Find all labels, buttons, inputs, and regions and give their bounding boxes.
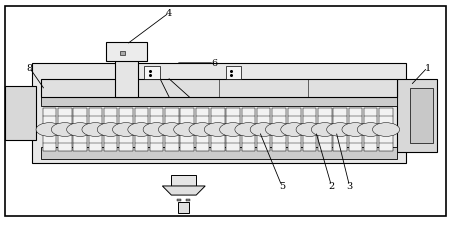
Bar: [41, 148, 397, 159]
Bar: [41, 95, 397, 107]
Bar: [120, 52, 125, 56]
Bar: [333, 109, 347, 151]
Bar: [211, 109, 225, 151]
Bar: [171, 175, 196, 186]
Text: 2: 2: [328, 182, 335, 191]
Bar: [165, 109, 179, 151]
Circle shape: [311, 123, 338, 137]
Circle shape: [112, 123, 139, 137]
Bar: [104, 109, 117, 151]
Circle shape: [51, 123, 78, 137]
Circle shape: [204, 123, 231, 137]
Bar: [379, 109, 393, 151]
Bar: [288, 109, 301, 151]
Circle shape: [128, 123, 155, 137]
Bar: [41, 79, 397, 98]
Bar: [226, 67, 241, 79]
Text: 3: 3: [346, 182, 353, 191]
Bar: [89, 109, 102, 151]
Circle shape: [373, 123, 400, 137]
Bar: [134, 109, 148, 151]
Bar: [177, 199, 181, 201]
Circle shape: [97, 123, 124, 137]
Polygon shape: [162, 186, 205, 195]
Bar: [144, 67, 160, 79]
Circle shape: [250, 123, 277, 137]
Bar: [318, 109, 331, 151]
Bar: [364, 109, 377, 151]
Text: 6: 6: [211, 59, 217, 68]
Circle shape: [158, 123, 185, 137]
Circle shape: [67, 123, 94, 137]
Circle shape: [235, 123, 262, 137]
Bar: [5, 86, 36, 141]
Text: 4: 4: [166, 9, 172, 18]
Circle shape: [189, 123, 216, 137]
Bar: [397, 79, 437, 152]
Bar: [242, 109, 255, 151]
Bar: [196, 109, 209, 151]
Circle shape: [220, 123, 247, 137]
Bar: [180, 109, 194, 151]
Circle shape: [143, 123, 170, 137]
Bar: [178, 202, 189, 213]
Bar: [150, 109, 163, 151]
Text: 8: 8: [26, 64, 32, 73]
Bar: [257, 109, 271, 151]
Bar: [115, 57, 138, 98]
Bar: [106, 43, 147, 61]
Bar: [186, 199, 190, 201]
Bar: [32, 64, 406, 163]
Bar: [226, 109, 240, 151]
Circle shape: [281, 123, 308, 137]
Bar: [303, 109, 316, 151]
Text: 5: 5: [279, 182, 285, 191]
Bar: [349, 109, 362, 151]
Circle shape: [357, 123, 384, 137]
Text: 1: 1: [424, 64, 431, 73]
Bar: [43, 109, 56, 151]
Bar: [410, 89, 433, 143]
Circle shape: [266, 123, 293, 137]
Circle shape: [342, 123, 369, 137]
Circle shape: [327, 123, 354, 137]
Circle shape: [82, 123, 109, 137]
Bar: [58, 109, 72, 151]
Circle shape: [36, 123, 63, 137]
Circle shape: [296, 123, 323, 137]
Bar: [120, 109, 133, 151]
Bar: [272, 109, 286, 151]
Circle shape: [174, 123, 201, 137]
Bar: [74, 109, 87, 151]
